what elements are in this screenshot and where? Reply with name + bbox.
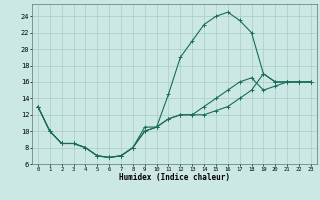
X-axis label: Humidex (Indice chaleur): Humidex (Indice chaleur) <box>119 173 230 182</box>
